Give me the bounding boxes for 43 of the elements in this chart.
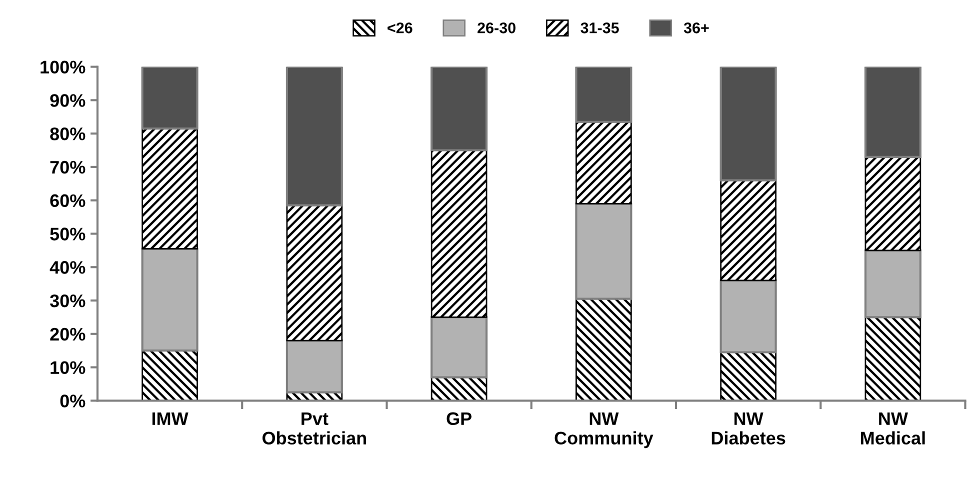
y-tick-label: 50% bbox=[50, 228, 86, 240]
x-tick-label: GP bbox=[446, 412, 472, 426]
x-tick-label: IMW bbox=[152, 412, 188, 425]
bar bbox=[575, 202, 632, 300]
y-tick-label: 80% bbox=[50, 127, 86, 140]
bar bbox=[430, 316, 488, 378]
y-tick-label: 90% bbox=[50, 94, 86, 107]
y-tick-label: 40% bbox=[50, 261, 86, 274]
x-tick-label: Pvt Obstetrician bbox=[262, 412, 366, 444]
legend-label: 26-30 bbox=[478, 22, 516, 34]
bar bbox=[430, 150, 488, 318]
bar bbox=[142, 350, 198, 401]
y-tick-label: 70% bbox=[50, 160, 86, 174]
bar bbox=[864, 249, 922, 318]
x-tick-label: NW Medical bbox=[861, 412, 925, 444]
bar bbox=[286, 66, 343, 206]
x-tick-label: NW Community bbox=[554, 412, 654, 448]
bar bbox=[864, 316, 922, 401]
bar bbox=[576, 121, 632, 204]
bar bbox=[430, 66, 488, 152]
bar bbox=[286, 204, 343, 342]
y-tick-label: 0% bbox=[60, 394, 86, 408]
bar bbox=[720, 180, 776, 282]
bar bbox=[286, 340, 343, 394]
bar bbox=[575, 66, 632, 123]
y-tick-label: 30% bbox=[50, 294, 86, 308]
bar bbox=[576, 298, 632, 401]
legend-label: 31-35 bbox=[580, 22, 619, 34]
legend-label: <26 bbox=[388, 22, 412, 34]
bar bbox=[720, 279, 777, 354]
y-tick-label: 20% bbox=[50, 328, 86, 341]
y-tick-label: 10% bbox=[50, 361, 86, 374]
bar bbox=[141, 248, 198, 352]
bar bbox=[864, 66, 922, 158]
bar bbox=[864, 156, 922, 252]
bar bbox=[142, 128, 198, 250]
bar bbox=[720, 352, 776, 401]
y-tick-label: 60% bbox=[50, 194, 86, 208]
x-tick-label: NW Diabetes bbox=[712, 412, 786, 444]
y-tick-label: 100% bbox=[40, 60, 86, 74]
bar bbox=[141, 66, 198, 130]
legend-label: 36+ bbox=[684, 22, 709, 34]
bar bbox=[720, 66, 777, 182]
